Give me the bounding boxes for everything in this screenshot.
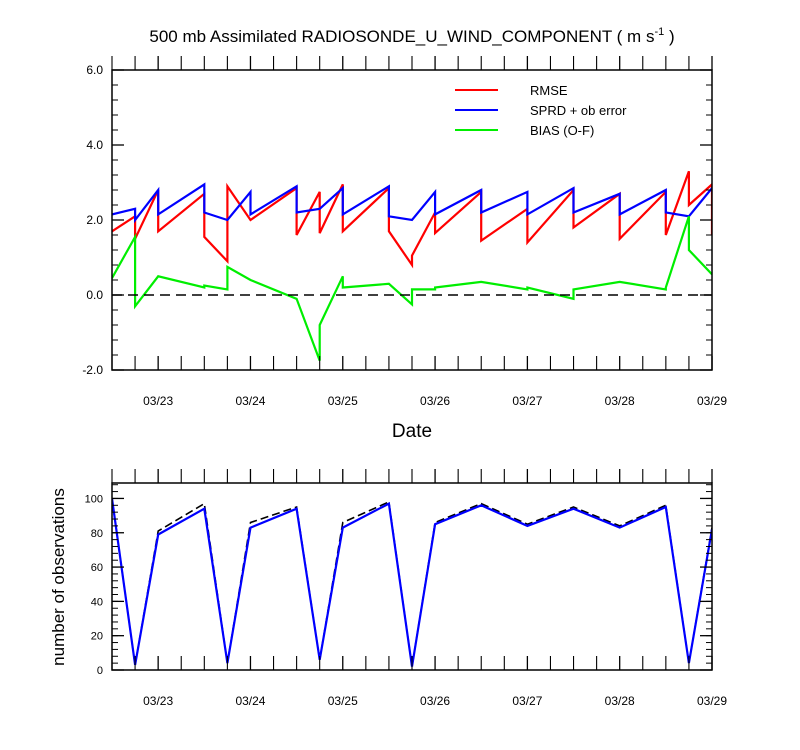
x-tick-label: 03/29 — [697, 394, 727, 408]
top-axes: -2.0 0.0 2.0 4.0 6.0 03/23 03/24 03/25 03/26 03/2… — [82, 56, 727, 408]
x-tick-label: 03/26 — [420, 694, 450, 708]
top-series-group — [112, 170, 712, 361]
x-tick-label: 03/24 — [235, 694, 265, 708]
legend-label: BIAS (O-F) — [530, 123, 594, 138]
x-tick-label: 03/24 — [235, 394, 265, 408]
x-tick-label: 03/28 — [605, 694, 635, 708]
bottom-series-group — [112, 498, 712, 667]
legend-label: SPRD + ob error — [530, 103, 627, 118]
x-tick-label: 03/26 — [420, 394, 450, 408]
bottom-plot: 0 20 40 60 80 100 03/23 03/24 03/25 03/26 03/27 03/… — [85, 469, 727, 708]
x-tick-label: 03/27 — [512, 694, 542, 708]
x-tick-label: 03/27 — [512, 394, 542, 408]
x-tick-label: 03/23 — [143, 694, 173, 708]
x-tick-label: 03/23 — [143, 394, 173, 408]
y-axis-label: number of observations — [49, 488, 68, 666]
chart-title-main: 500 mb Assimilated RADIOSONDE_U_WIND_COM… — [149, 27, 654, 46]
top-series-2 — [112, 215, 712, 361]
y-tick-label: 60 — [91, 562, 103, 574]
x-tick-label: 03/29 — [697, 694, 727, 708]
bottom-axes: 0 20 40 60 80 100 03/23 03/24 03/25 03/26 03/27 03/… — [85, 469, 727, 708]
y-tick-label: 4.0 — [86, 138, 103, 152]
x-axis-label: Date — [392, 421, 432, 442]
chart-title-end: ) — [664, 27, 674, 46]
x-tick-label: 03/28 — [605, 394, 635, 408]
y-tick-label: 80 — [91, 528, 103, 540]
chart-title: 500 mb Assimilated RADIOSONDE_U_WIND_COM… — [149, 26, 674, 46]
x-tick-label: 03/25 — [328, 694, 358, 708]
legend: RMSE SPRD + ob error BIAS (O-F) — [455, 83, 627, 138]
legend-label: RMSE — [530, 83, 568, 98]
x-tick-label: 03/25 — [328, 394, 358, 408]
bottom-series-1 — [112, 498, 712, 667]
y-tick-label: 20 — [91, 631, 103, 643]
y-tick-label: 2.0 — [86, 213, 103, 227]
y-tick-label: -2.0 — [82, 363, 103, 377]
chart-title-exponent: -1 — [654, 26, 664, 38]
top-series-0 — [112, 170, 712, 269]
y-tick-label: 0.0 — [86, 288, 103, 302]
top-plot: -2.0 0.0 2.0 4.0 6.0 03/23 03/24 03/25 03/26 03/2… — [82, 56, 727, 408]
top-series-1 — [112, 182, 712, 224]
y-tick-label: 6.0 — [86, 63, 103, 77]
y-tick-label: 40 — [91, 596, 103, 608]
y-tick-label: 0 — [97, 665, 103, 677]
bottom-series-0 — [112, 498, 712, 667]
y-tick-label: 100 — [85, 493, 103, 505]
